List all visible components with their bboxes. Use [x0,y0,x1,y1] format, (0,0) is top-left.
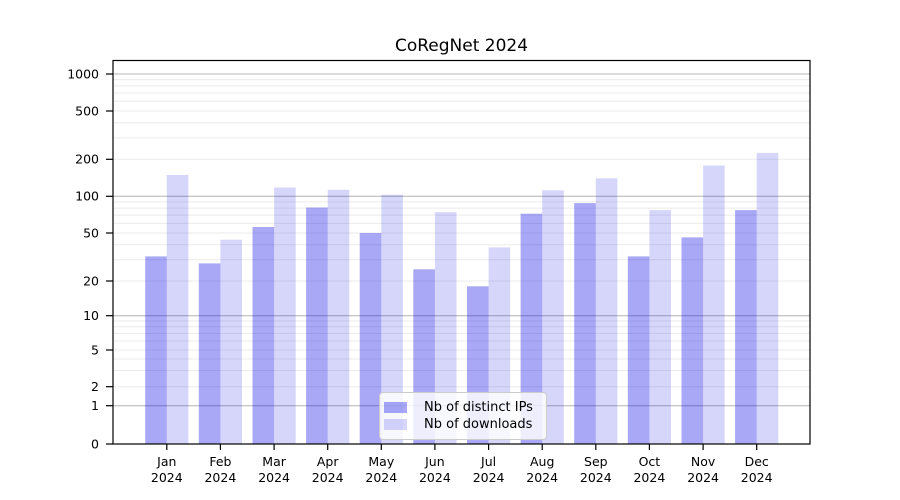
y-tick-label-5: 5 [91,342,99,357]
bar-downloads-dec [756,152,779,444]
x-tick-label-year-mar: 2024 [258,470,290,485]
bar-distinct-ips-apr [306,207,328,444]
x-tick-label-month-jul: Jul [480,454,496,469]
bar-distinct-ips-may [359,233,382,444]
x-axis: Jan2024Feb2024Mar2024Apr2024May2024Jun20… [151,444,773,485]
bar-downloads-oct [649,210,671,444]
y-tick-label-0: 0 [91,436,99,451]
bar-distinct-ips-sep [574,203,596,444]
legend-swatch-downloads [384,419,407,430]
y-tick-label-10: 10 [83,308,99,323]
bar-downloads-nov [703,165,725,444]
y-tick-label-200: 200 [75,152,99,167]
y-tick-label-100: 100 [75,189,99,204]
legend-label-downloads: Nb of downloads [424,417,533,432]
plot-frame [112,59,811,445]
x-tick-label-month-aug: Aug [530,454,554,469]
x-tick-label-year-jan: 2024 [151,470,183,485]
x-tick-label-year-aug: 2024 [526,470,558,485]
bar-downloads-jun [434,212,457,444]
y-gridlines-minor [113,79,810,388]
bar-downloads-sep [595,178,618,445]
x-tick-label-year-dec: 2024 [741,470,773,485]
y-tick-label-1: 1 [91,398,99,413]
x-tick-label-month-mar: Mar [262,454,286,469]
bar-downloads-apr [327,189,350,444]
x-tick-label-year-nov: 2024 [687,470,719,485]
bar-downloads-mar [274,187,296,444]
x-tick-label-year-may: 2024 [365,470,397,485]
x-tick-label-year-sep: 2024 [580,470,612,485]
bar-distinct-ips-mar [252,227,275,444]
y-axis: 0 1 2 5 10 20 50 100 200 500 1000 [67,66,113,451]
y-tick-label-2: 2 [91,379,99,394]
x-tick-label-month-feb: Feb [209,454,231,469]
x-tick-label-month-nov: Nov [691,454,716,469]
x-tick-label-year-feb: 2024 [204,470,236,485]
legend-label-distinct-ips: Nb of distinct IPs [424,400,533,415]
legend-item-distinct-ips: Nb of distinct IPs [384,400,546,415]
x-tick-label-year-oct: 2024 [633,470,665,485]
bar-downloads-jan [166,175,189,444]
x-tick-label-month-dec: Dec [745,454,769,469]
x-tick-label-month-jan: Jan [156,454,176,469]
bar-distinct-ips-aug [520,213,543,444]
bar-distinct-ips-nov [681,237,704,444]
bar-downloads-aug [542,190,564,444]
x-tick-label-year-jul: 2024 [473,470,505,485]
x-tick-label-month-jun: Jun [424,454,445,469]
y-tick-label-1000: 1000 [67,66,99,81]
bar-downloads-may [381,194,403,444]
y-tick-label-500: 500 [75,103,99,118]
y-tick-label-50: 50 [83,225,99,240]
x-tick-label-month-may: May [368,454,394,469]
legend-item-downloads: Nb of downloads [384,417,546,432]
x-tick-label-month-sep: Sep [584,454,608,469]
y-tick-label-20: 20 [83,273,99,288]
x-tick-label-year-jun: 2024 [419,470,451,485]
x-tick-label-month-apr: Apr [317,454,339,469]
chart-title: CoRegNet 2024 [394,36,529,56]
legend-swatch-distinct-ips [384,402,407,413]
bar-downloads-feb [220,239,242,444]
bar-distinct-ips-oct [627,256,650,444]
bar-distinct-ips-dec [735,210,757,444]
bars-group [145,152,779,445]
x-tick-label-year-apr: 2024 [312,470,344,485]
x-tick-label-month-oct: Oct [639,454,661,469]
bar-distinct-ips-feb [198,263,221,444]
legend: Nb of distinct IPs Nb of downloads [379,392,547,440]
bar-distinct-ips-jan [145,256,167,444]
